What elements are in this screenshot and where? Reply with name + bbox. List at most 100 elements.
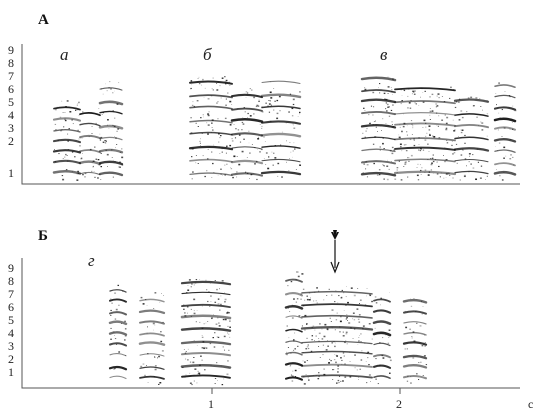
- noise-speck: [318, 375, 320, 378]
- noise-speck: [195, 122, 197, 124]
- noise-speck: [293, 349, 295, 351]
- noise-speck: [227, 92, 229, 94]
- harmonic-stroke: [300, 326, 374, 331]
- harmonic-stroke: [109, 375, 127, 380]
- noise-speck: [302, 360, 304, 362]
- noise-speck: [477, 161, 480, 163]
- noise-speck: [217, 101, 219, 103]
- noise-speck: [503, 157, 505, 159]
- noise-speck: [77, 103, 79, 104]
- noise-speck: [270, 81, 272, 83]
- noise-speck: [460, 154, 463, 156]
- harmonic-stroke: [99, 87, 123, 91]
- noise-speck: [379, 92, 381, 94]
- noise-speck: [209, 283, 211, 284]
- noise-speck: [301, 273, 304, 275]
- noise-speck: [392, 151, 393, 152]
- noise-speck: [229, 320, 231, 322]
- noise-speck: [445, 173, 448, 175]
- noise-speck: [323, 335, 326, 338]
- noise-speck: [194, 368, 197, 370]
- noise-speck: [270, 106, 272, 108]
- noise-speck: [455, 143, 458, 145]
- noise-speck: [364, 304, 367, 306]
- noise-speck: [304, 361, 306, 363]
- noise-speck: [102, 141, 105, 143]
- noise-speck: [163, 295, 165, 296]
- noise-speck: [513, 164, 515, 166]
- noise-speck: [439, 88, 441, 89]
- harmonic-stroke: [284, 304, 304, 310]
- harmonic-stroke: [284, 292, 304, 297]
- noise-speck: [190, 308, 192, 310]
- noise-speck: [247, 117, 248, 119]
- harmonic-stroke: [394, 137, 456, 142]
- noise-speck: [191, 84, 192, 86]
- noise-speck: [303, 376, 305, 378]
- noise-speck: [410, 298, 412, 300]
- noise-speck: [372, 114, 374, 116]
- noise-speck: [429, 114, 431, 116]
- harmonic-stroke: [98, 100, 124, 106]
- panel-b-axes: [21, 258, 520, 389]
- noise-speck: [203, 97, 205, 98]
- noise-speck: [408, 160, 410, 162]
- noise-speck: [427, 159, 429, 160]
- noise-speck: [391, 90, 393, 92]
- noise-speck: [121, 323, 123, 324]
- noise-speck: [316, 302, 318, 304]
- noise-speck: [349, 351, 351, 353]
- noise-speck: [106, 153, 109, 156]
- noise-speck: [501, 136, 503, 137]
- noise-speck: [246, 157, 248, 158]
- noise-speck: [288, 170, 290, 172]
- noise-speck: [407, 95, 409, 97]
- noise-speck: [410, 120, 413, 122]
- noise-speck: [308, 292, 311, 294]
- noise-speck: [499, 117, 501, 119]
- noise-speck: [197, 126, 199, 127]
- noise-speck: [469, 155, 471, 157]
- noise-speck: [261, 127, 263, 129]
- noise-speck: [295, 301, 298, 303]
- noise-speck: [66, 100, 69, 102]
- noise-speck: [431, 157, 434, 159]
- noise-speck: [365, 168, 367, 170]
- noise-speck: [339, 320, 342, 323]
- noise-speck: [419, 325, 422, 327]
- noise-speck: [382, 142, 384, 145]
- noise-speck: [498, 112, 500, 114]
- noise-speck: [383, 165, 385, 167]
- noise-speck: [152, 322, 155, 325]
- noise-speck: [208, 291, 210, 293]
- noise-speck: [224, 292, 226, 294]
- noise-speck: [268, 111, 271, 113]
- noise-speck: [476, 148, 479, 150]
- noise-speck: [333, 341, 335, 343]
- noise-speck: [386, 103, 389, 106]
- noise-speck: [411, 93, 414, 95]
- noise-speck: [345, 304, 347, 306]
- noise-speck: [57, 139, 59, 141]
- harmonic-stroke: [260, 120, 302, 125]
- noise-speck: [357, 344, 359, 345]
- noise-speck: [503, 127, 506, 129]
- noise-speck: [496, 169, 497, 170]
- noise-speck: [290, 374, 293, 376]
- harmonic-stroke: [79, 122, 101, 127]
- noise-speck: [154, 356, 156, 357]
- noise-speck: [219, 85, 221, 87]
- noise-speck: [205, 347, 208, 349]
- noise-speck: [349, 376, 352, 378]
- noise-speck: [298, 368, 300, 369]
- noise-speck: [438, 97, 440, 99]
- noise-speck: [362, 161, 364, 162]
- noise-speck: [303, 305, 305, 307]
- noise-speck: [203, 323, 205, 325]
- noise-speck: [210, 95, 213, 97]
- noise-speck: [342, 352, 345, 354]
- noise-speck: [255, 160, 258, 163]
- noise-speck: [430, 158, 432, 159]
- harmonic-stroke: [109, 289, 127, 293]
- harmonic-stroke: [260, 132, 302, 138]
